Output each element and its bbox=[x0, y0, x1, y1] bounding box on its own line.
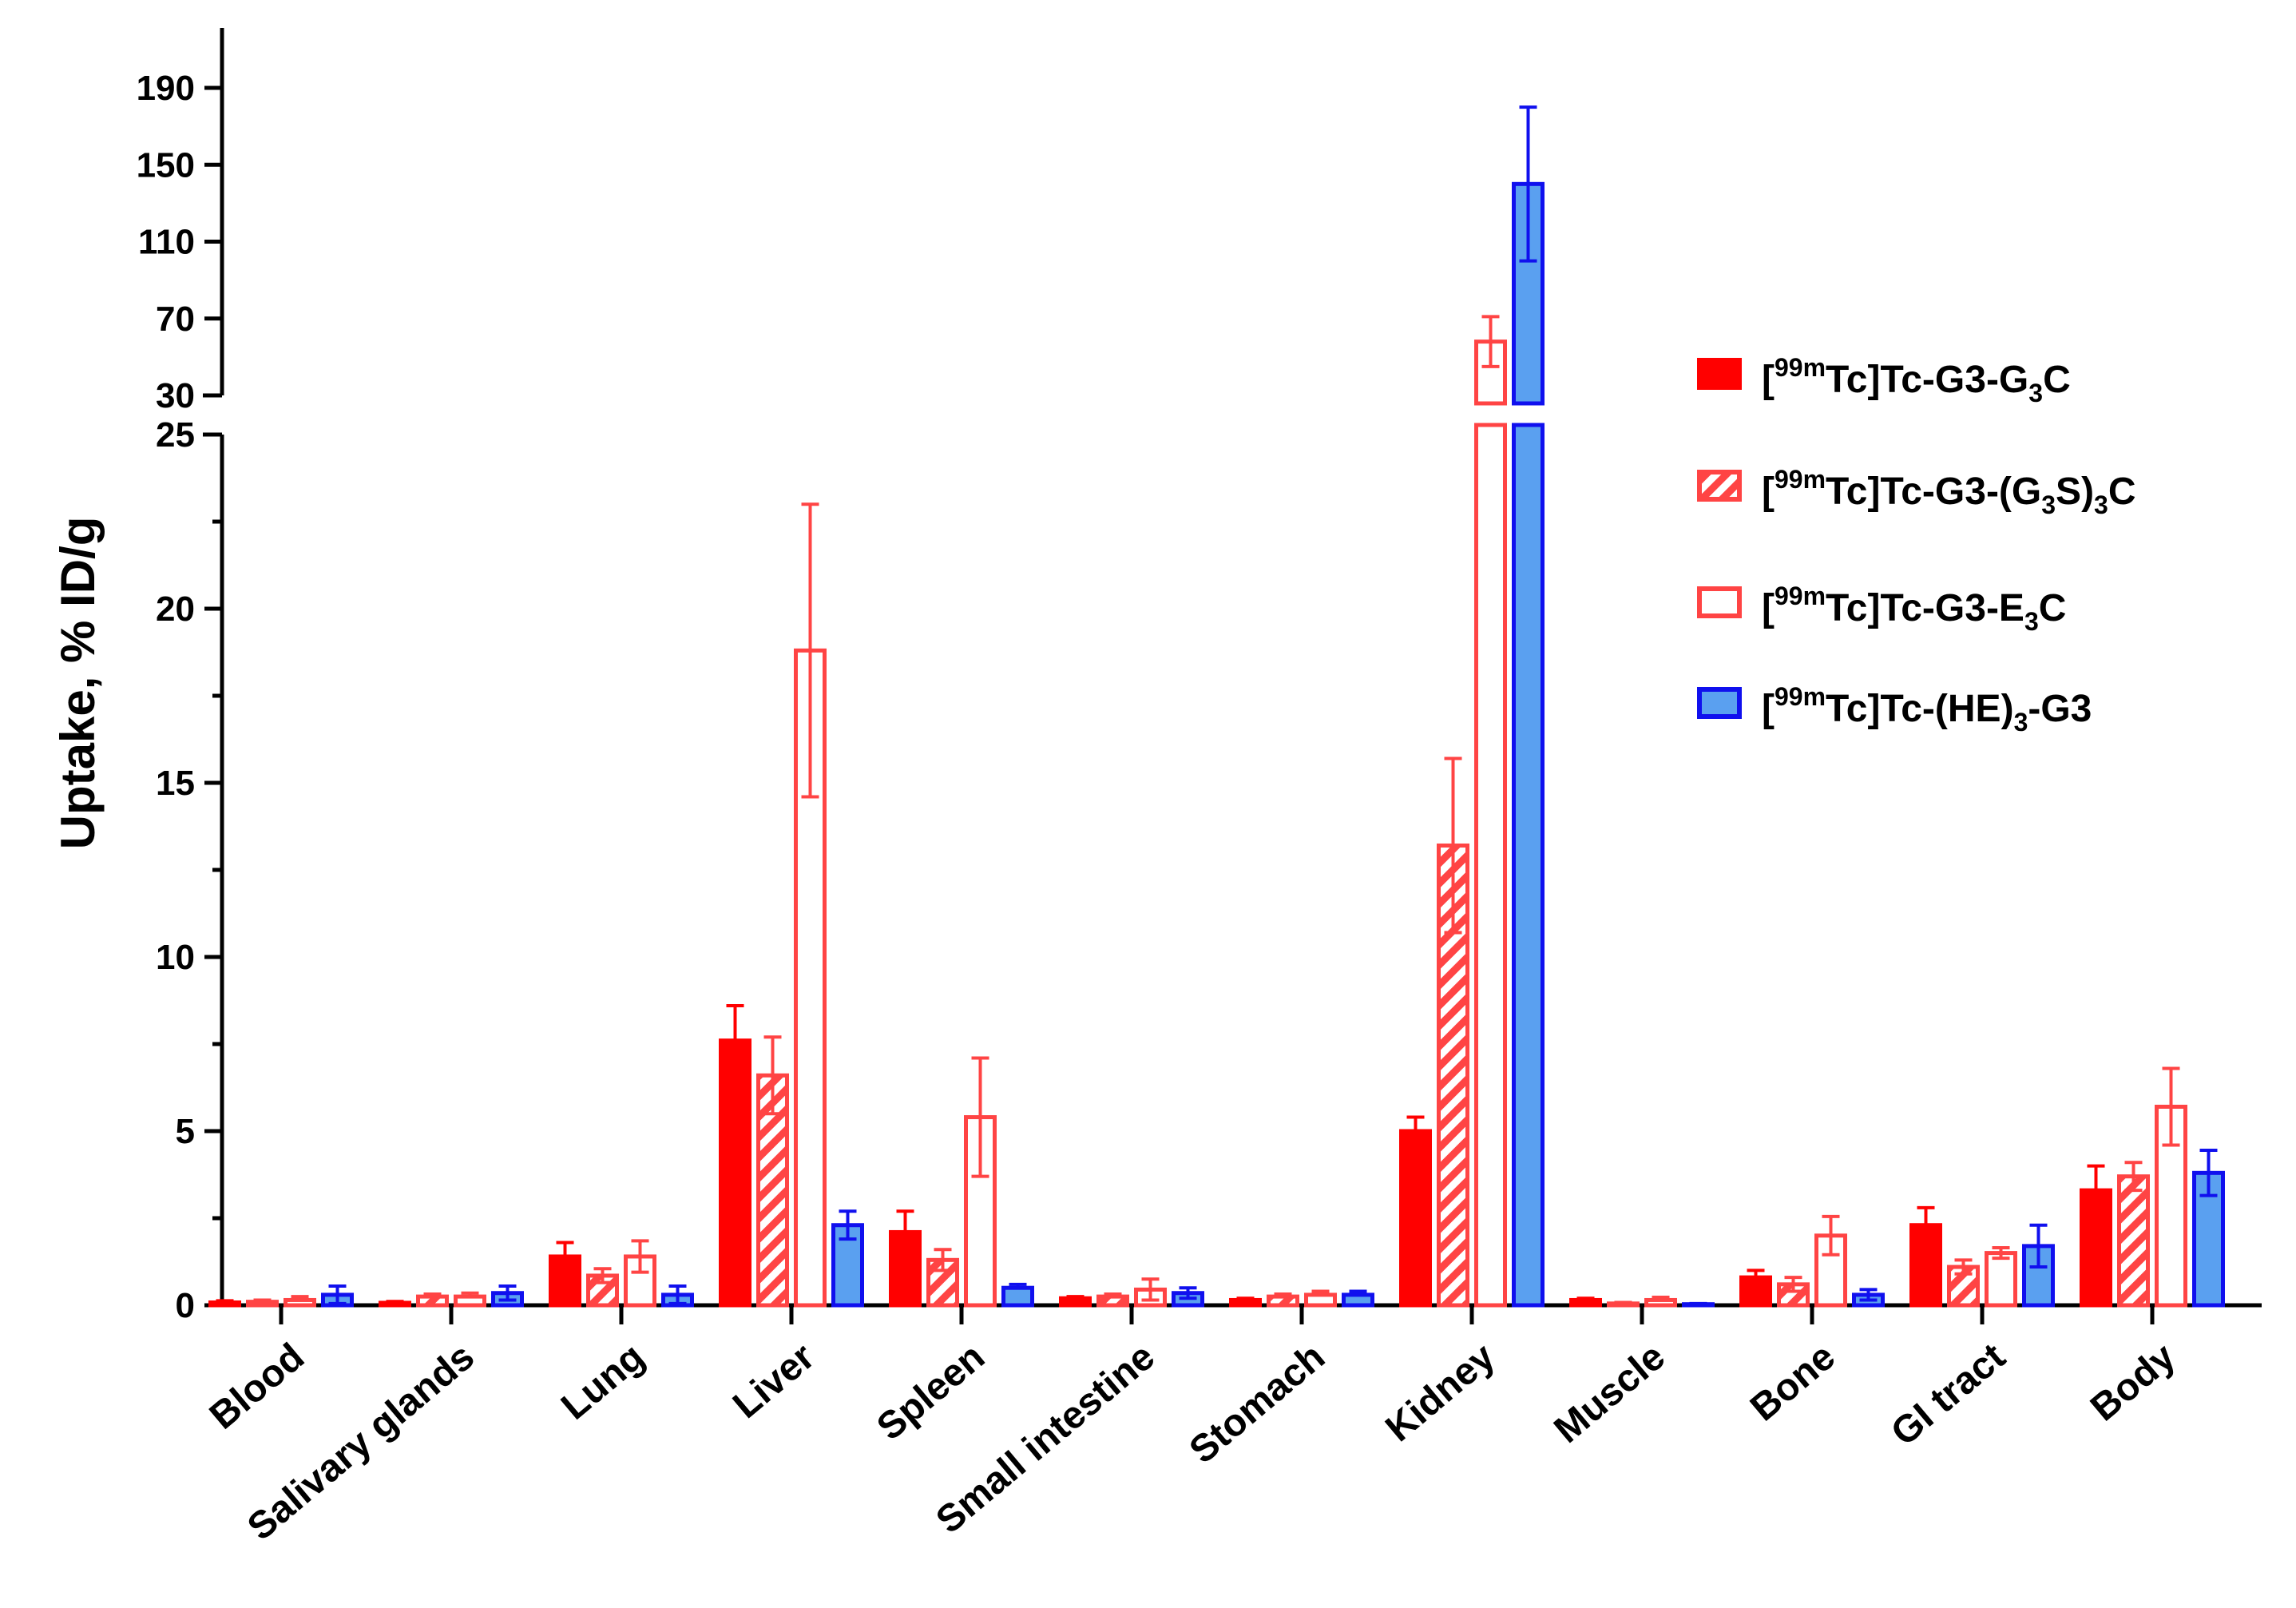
legend-label: [99mTc]Tc-G3-(G3S)3C bbox=[1762, 465, 2136, 519]
bar-solid-stomach bbox=[1229, 1297, 1262, 1308]
category-label: Bone bbox=[1743, 1336, 1843, 1430]
bar-open-muscle bbox=[1644, 1297, 1677, 1308]
bar-open-salivary-glands bbox=[454, 1294, 486, 1308]
bar-solid-muscle bbox=[1569, 1297, 1602, 1308]
bar-open-stomach bbox=[1304, 1292, 1337, 1308]
bars bbox=[208, 105, 2225, 1308]
bar-hatched-blood bbox=[246, 1300, 279, 1308]
y-tick-label: 10 bbox=[156, 938, 195, 977]
bar-solid-liver bbox=[719, 1038, 751, 1308]
legend: [99mTc]Tc-G3-G3C [99mTc]Tc-G3-(G3S)3C [99m… bbox=[1697, 353, 2136, 737]
bar-open-blood bbox=[284, 1297, 316, 1308]
y-tick-label: 70 bbox=[156, 300, 195, 339]
y-tick-label: 25 bbox=[156, 415, 195, 455]
legend-swatch bbox=[1697, 470, 1742, 502]
bar-solid-salivary-glands bbox=[379, 1300, 411, 1308]
legend-swatch bbox=[1697, 687, 1742, 719]
legend-label: [99mTc]Tc-G3-E3C bbox=[1762, 582, 2066, 636]
legend-label: [99mTc]Tc-(HE)3-G3 bbox=[1762, 682, 2092, 737]
bar-solid-spleen bbox=[889, 1229, 922, 1308]
category-label: Lung bbox=[553, 1336, 652, 1428]
y-tick-label: 110 bbox=[138, 223, 195, 262]
category-label: Muscle bbox=[1546, 1336, 1673, 1451]
bar-blue-spleen bbox=[1001, 1285, 1034, 1308]
legend-swatch bbox=[1697, 586, 1742, 618]
bar-hatched-small-intestine bbox=[1096, 1294, 1129, 1308]
category-label: Liver bbox=[725, 1336, 823, 1427]
category-label: Kidney bbox=[1378, 1336, 1503, 1451]
category-label: Spleen bbox=[869, 1336, 993, 1449]
category-label: Blood bbox=[202, 1336, 312, 1438]
y-tick-label: 150 bbox=[137, 145, 195, 185]
y-tick-label: 30 bbox=[156, 376, 195, 415]
category-label: GI tract bbox=[1883, 1336, 2013, 1455]
category-label: Stomach bbox=[1182, 1336, 1333, 1472]
y-tick-label: 0 bbox=[176, 1286, 195, 1325]
y-axis-title: Uptake, % ID/g bbox=[51, 517, 105, 850]
bar-blue-stomach bbox=[1342, 1292, 1374, 1308]
bar-hatched-stomach bbox=[1267, 1294, 1299, 1308]
y-tick-label: 5 bbox=[176, 1112, 195, 1151]
bar-hatched-salivary-glands bbox=[416, 1294, 449, 1308]
bar-open-kidney bbox=[1474, 423, 1507, 1308]
bar-blue-kidney bbox=[1512, 423, 1545, 1308]
y-tick-label: 190 bbox=[137, 69, 195, 108]
legend-label: [99mTc]Tc-G3-G3C bbox=[1762, 353, 2071, 407]
category-label: Body bbox=[2083, 1336, 2183, 1430]
bar-open-gi-tract bbox=[1985, 1251, 2017, 1308]
legend-swatch bbox=[1697, 358, 1742, 390]
y-tick-label: 15 bbox=[156, 764, 195, 803]
bar-hatched-body bbox=[2117, 1174, 2150, 1308]
y-tick-label: 20 bbox=[156, 590, 195, 629]
bar-solid-small-intestine bbox=[1059, 1296, 1092, 1308]
bar-solid-kidney bbox=[1399, 1129, 1432, 1308]
bar-solid-blood bbox=[208, 1300, 241, 1308]
